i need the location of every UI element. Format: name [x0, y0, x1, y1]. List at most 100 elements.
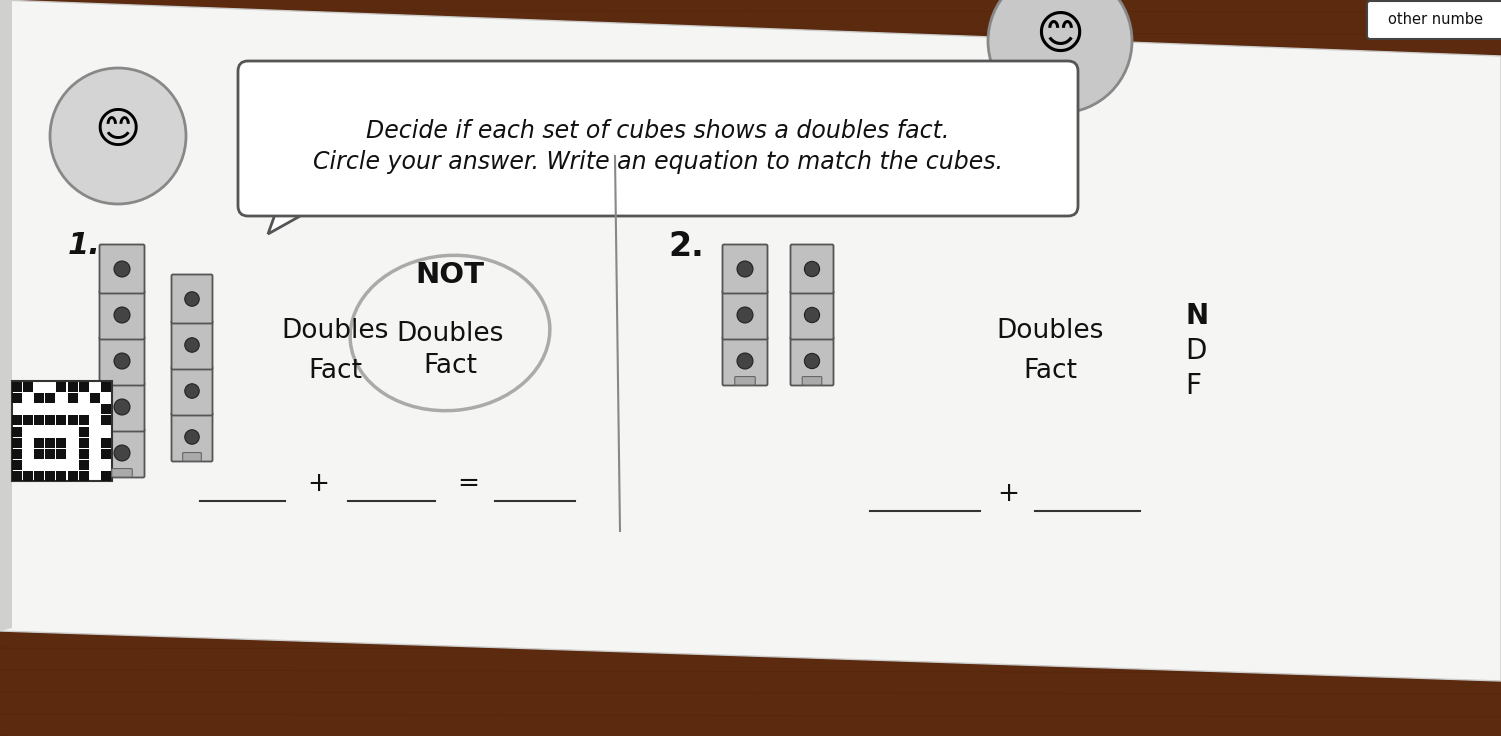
Bar	[12, 382, 23, 392]
FancyBboxPatch shape	[99, 291, 144, 339]
Circle shape	[737, 261, 754, 277]
FancyBboxPatch shape	[802, 377, 823, 385]
Circle shape	[805, 353, 820, 369]
Bar	[78, 427, 89, 436]
Circle shape	[805, 308, 820, 322]
Text: 2.: 2.	[668, 230, 704, 263]
Text: N: N	[1184, 302, 1208, 330]
Bar	[57, 415, 66, 425]
Text: Doubles
Fact: Doubles Fact	[997, 318, 1103, 384]
Polygon shape	[0, 0, 12, 631]
FancyBboxPatch shape	[171, 320, 213, 369]
Text: F: F	[1184, 372, 1201, 400]
Bar	[78, 415, 89, 425]
Bar	[45, 393, 56, 403]
Text: other numbe: other numbe	[1388, 13, 1483, 27]
FancyBboxPatch shape	[791, 291, 833, 339]
Text: NOT: NOT	[416, 261, 485, 289]
Text: Fact: Fact	[423, 353, 477, 379]
FancyBboxPatch shape	[735, 377, 755, 385]
Bar	[45, 449, 56, 459]
Circle shape	[805, 261, 820, 277]
Circle shape	[50, 68, 186, 204]
FancyBboxPatch shape	[171, 367, 213, 416]
Circle shape	[114, 261, 131, 277]
Bar	[12, 393, 23, 403]
Circle shape	[737, 307, 754, 323]
Bar	[68, 393, 78, 403]
Bar	[101, 404, 111, 414]
Text: Circle your answer. Write an equation to match the cubes.: Circle your answer. Write an equation to…	[314, 150, 1003, 174]
Bar	[45, 438, 56, 447]
Circle shape	[114, 353, 131, 369]
Polygon shape	[0, 0, 1501, 681]
Text: 😊: 😊	[95, 110, 141, 152]
Circle shape	[737, 353, 754, 369]
Bar	[101, 438, 111, 447]
FancyBboxPatch shape	[722, 244, 767, 294]
Bar	[90, 393, 99, 403]
Text: +: +	[997, 481, 1019, 507]
Circle shape	[185, 338, 200, 353]
Text: 1.: 1.	[68, 232, 101, 261]
Bar	[101, 449, 111, 459]
FancyBboxPatch shape	[183, 453, 201, 461]
Bar	[12, 381, 113, 481]
Circle shape	[114, 307, 131, 323]
Bar	[23, 382, 33, 392]
Text: D: D	[1184, 337, 1207, 365]
Bar	[68, 415, 78, 425]
FancyBboxPatch shape	[239, 61, 1078, 216]
FancyBboxPatch shape	[171, 412, 213, 461]
Bar	[35, 449, 44, 459]
Bar	[45, 471, 56, 481]
Bar	[57, 438, 66, 447]
Bar	[68, 471, 78, 481]
FancyBboxPatch shape	[722, 291, 767, 339]
Circle shape	[114, 445, 131, 461]
Bar	[12, 427, 23, 436]
Bar	[78, 449, 89, 459]
Text: Decide if each set of cubes shows a doubles fact.: Decide if each set of cubes shows a doub…	[366, 118, 950, 143]
FancyBboxPatch shape	[791, 336, 833, 386]
Text: =: =	[456, 471, 479, 497]
Text: Doubles
Fact: Doubles Fact	[281, 318, 389, 384]
Bar	[57, 449, 66, 459]
FancyBboxPatch shape	[99, 428, 144, 478]
Bar	[68, 382, 78, 392]
Circle shape	[114, 399, 131, 415]
Bar	[12, 449, 23, 459]
Bar	[12, 460, 23, 470]
FancyBboxPatch shape	[791, 244, 833, 294]
Bar	[78, 471, 89, 481]
Bar	[23, 415, 33, 425]
Bar	[101, 382, 111, 392]
FancyBboxPatch shape	[111, 469, 132, 477]
Bar	[35, 438, 44, 447]
FancyBboxPatch shape	[1367, 1, 1501, 39]
Circle shape	[185, 291, 200, 306]
Bar	[101, 471, 111, 481]
Circle shape	[185, 383, 200, 398]
FancyBboxPatch shape	[99, 336, 144, 386]
Bar	[78, 438, 89, 447]
Polygon shape	[269, 206, 318, 234]
Bar	[35, 393, 44, 403]
Bar	[45, 415, 56, 425]
Bar	[78, 460, 89, 470]
FancyBboxPatch shape	[722, 336, 767, 386]
Bar	[12, 471, 23, 481]
Circle shape	[185, 430, 200, 445]
FancyBboxPatch shape	[171, 275, 213, 324]
Bar	[57, 382, 66, 392]
Text: +: +	[308, 471, 329, 497]
Bar	[12, 415, 23, 425]
FancyBboxPatch shape	[99, 383, 144, 431]
Bar	[23, 471, 33, 481]
Bar	[78, 382, 89, 392]
Circle shape	[988, 0, 1132, 113]
Bar	[57, 471, 66, 481]
Bar	[101, 415, 111, 425]
FancyBboxPatch shape	[99, 244, 144, 294]
Bar	[35, 415, 44, 425]
